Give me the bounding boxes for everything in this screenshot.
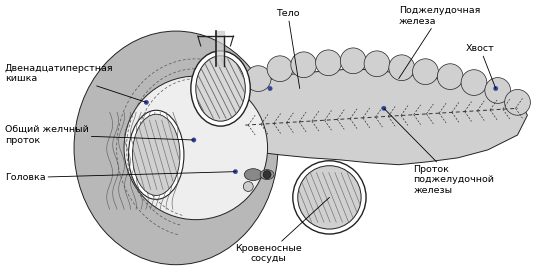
Ellipse shape [191,51,250,126]
Text: Хвост: Хвост [466,44,496,89]
Text: Тело: Тело [276,9,300,89]
Circle shape [192,138,196,142]
Circle shape [505,89,530,115]
Circle shape [461,70,487,95]
Circle shape [246,66,271,92]
Ellipse shape [298,166,361,229]
Text: Общий желчный
проток: Общий желчный проток [5,125,194,145]
Ellipse shape [293,161,366,234]
Circle shape [144,100,149,104]
Circle shape [382,106,386,111]
Ellipse shape [260,170,274,180]
Ellipse shape [196,56,246,121]
Circle shape [291,52,317,78]
Text: Поджелудочная
железа: Поджелудочная железа [399,6,480,79]
Ellipse shape [133,114,180,196]
Ellipse shape [124,76,267,220]
Ellipse shape [74,31,278,265]
Text: Двенадцатиперстная
кишка: Двенадцатиперстная кишка [5,64,146,102]
Ellipse shape [128,110,184,199]
Text: Кровеносные
сосуды: Кровеносные сосуды [235,197,329,263]
Circle shape [437,64,463,89]
Text: Головка: Головка [5,172,236,182]
Text: Проток
поджелудочной
железы: Проток поджелудочной железы [384,108,495,194]
Circle shape [485,78,511,103]
Circle shape [494,86,498,91]
Circle shape [389,55,415,81]
Circle shape [413,59,438,84]
Circle shape [263,171,271,178]
Circle shape [364,51,390,77]
Circle shape [243,182,253,191]
Circle shape [340,48,366,74]
Circle shape [268,86,272,91]
Circle shape [267,56,293,82]
Circle shape [233,169,238,174]
Circle shape [316,50,341,76]
Ellipse shape [244,169,262,181]
Polygon shape [231,69,527,165]
